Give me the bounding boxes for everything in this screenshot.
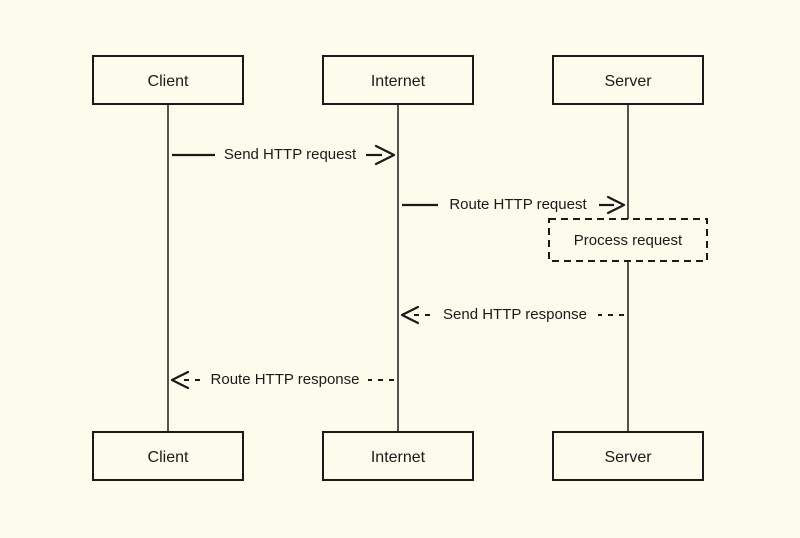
message-label: Send HTTP request xyxy=(224,146,357,163)
participant-internet-top: Internet xyxy=(323,56,473,104)
message-label: Route HTTP request xyxy=(449,196,587,213)
participant-label: Client xyxy=(148,449,189,466)
participant-internet-bottom: Internet xyxy=(323,432,473,480)
participant-label: Internet xyxy=(371,449,426,466)
participant-label: Internet xyxy=(371,73,426,90)
message-label: Route HTTP response xyxy=(211,371,360,388)
participant-label: Client xyxy=(148,73,189,90)
participant-label: Server xyxy=(604,449,652,466)
note-process-request: Process request xyxy=(549,219,707,261)
participant-label: Server xyxy=(604,73,652,90)
participant-client-top: Client xyxy=(93,56,243,104)
participant-server-top: Server xyxy=(553,56,703,104)
participant-client-bottom: Client xyxy=(93,432,243,480)
note-label: Process request xyxy=(574,232,683,249)
sequence-diagram: Client Internet Server Send HTTP request… xyxy=(0,0,800,538)
participant-server-bottom: Server xyxy=(553,432,703,480)
message-label: Send HTTP response xyxy=(443,306,587,323)
